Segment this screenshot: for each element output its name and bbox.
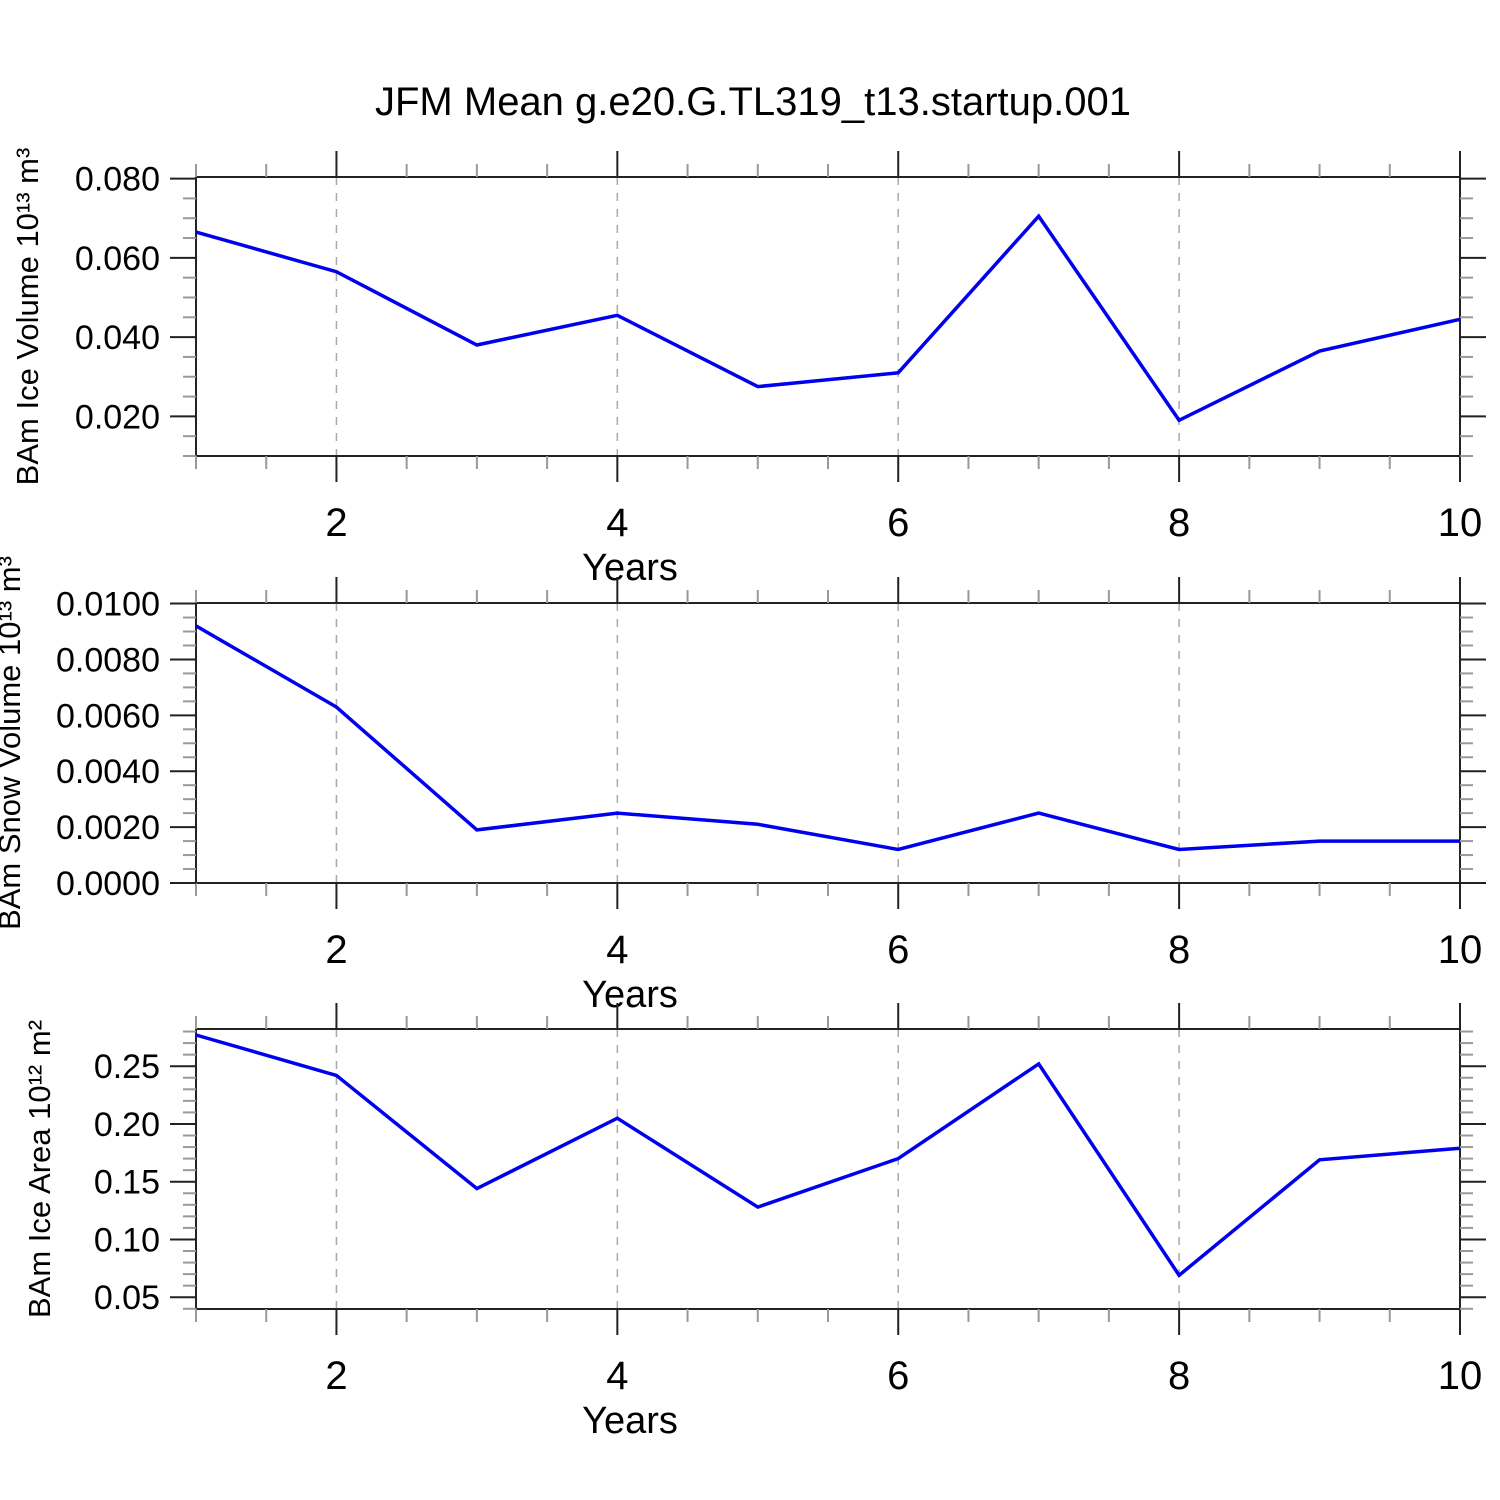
snow-volume-y-tick-label: 0.0000 [56, 865, 160, 903]
ice-volume-x-axis-title: Years [582, 547, 678, 589]
ice-area-x-axis-title: Years [582, 1400, 678, 1442]
snow-volume-x-tick-label: 4 [606, 928, 628, 972]
snow-volume-x-tick-label: 10 [1438, 928, 1483, 972]
snow-volume-y-tick-label: 0.0080 [56, 641, 160, 679]
snow-volume-frame [195, 602, 1461, 884]
snow-volume-line [195, 624, 1460, 852]
snow-volume-y-axis-title: BAm Snow Volume 10¹³ m³ [0, 556, 27, 930]
snow-volume-y-tick-label: 0.0060 [56, 697, 160, 735]
snow-volume-x-tick-label: 6 [887, 928, 909, 972]
ice-volume-y-tick-label: 0.080 [75, 161, 160, 199]
ice-volume-x-tick-label: 4 [606, 501, 628, 545]
snow-volume-y-tick-label: 0.0040 [56, 753, 160, 791]
ice-volume-y-tick-label: 0.060 [75, 240, 160, 278]
ice-area-y-tick-label: 0.15 [94, 1164, 160, 1202]
ice-area-x-tick-label: 8 [1168, 1354, 1190, 1398]
snow-volume-x-tick-label: 2 [325, 928, 347, 972]
ice-area-x-tick-label: 4 [606, 1354, 628, 1398]
ice-area-x-tick-label: 10 [1438, 1354, 1483, 1398]
ice-volume-frame [195, 176, 1461, 457]
snow-volume-x-tick-label: 8 [1168, 928, 1190, 972]
ice-area-frame [195, 1028, 1461, 1310]
ice-area-y-tick-label: 0.20 [94, 1106, 160, 1144]
ice-area-y-tick-label: 0.10 [94, 1221, 160, 1259]
ice-volume-y-axis-title: BAm Ice Volume 10¹³ m³ [10, 148, 45, 486]
ice-volume-x-tick-label: 6 [887, 501, 909, 545]
ice-area-y-axis-title: BAm Ice Area 10¹² m² [22, 1020, 57, 1318]
ice-area-y-tick-label: 0.25 [94, 1048, 160, 1086]
snow-volume-y-tick-label: 0.0020 [56, 809, 160, 847]
ice-area-x-tick-label: 6 [887, 1354, 909, 1398]
ice-volume-y-tick-label: 0.020 [75, 398, 160, 436]
snow-volume-y-tick-label: 0.0100 [56, 586, 160, 624]
ice-volume-y-tick-label: 0.040 [75, 319, 160, 357]
ice-volume-line [195, 213, 1461, 423]
ice-volume-x-tick-label: 8 [1168, 501, 1190, 545]
ice-volume-x-tick-label: 10 [1438, 501, 1483, 545]
ice-area-x-tick-label: 2 [325, 1354, 347, 1398]
snow-volume-x-axis-title: Years [582, 974, 678, 1016]
ice-volume-x-tick-label: 2 [325, 501, 347, 545]
chart-title: JFM Mean g.e20.G.TL319_t13.startup.001 [375, 80, 1131, 124]
ice-area-y-tick-label: 0.05 [94, 1279, 160, 1317]
ice-area-line [195, 1033, 1461, 1278]
